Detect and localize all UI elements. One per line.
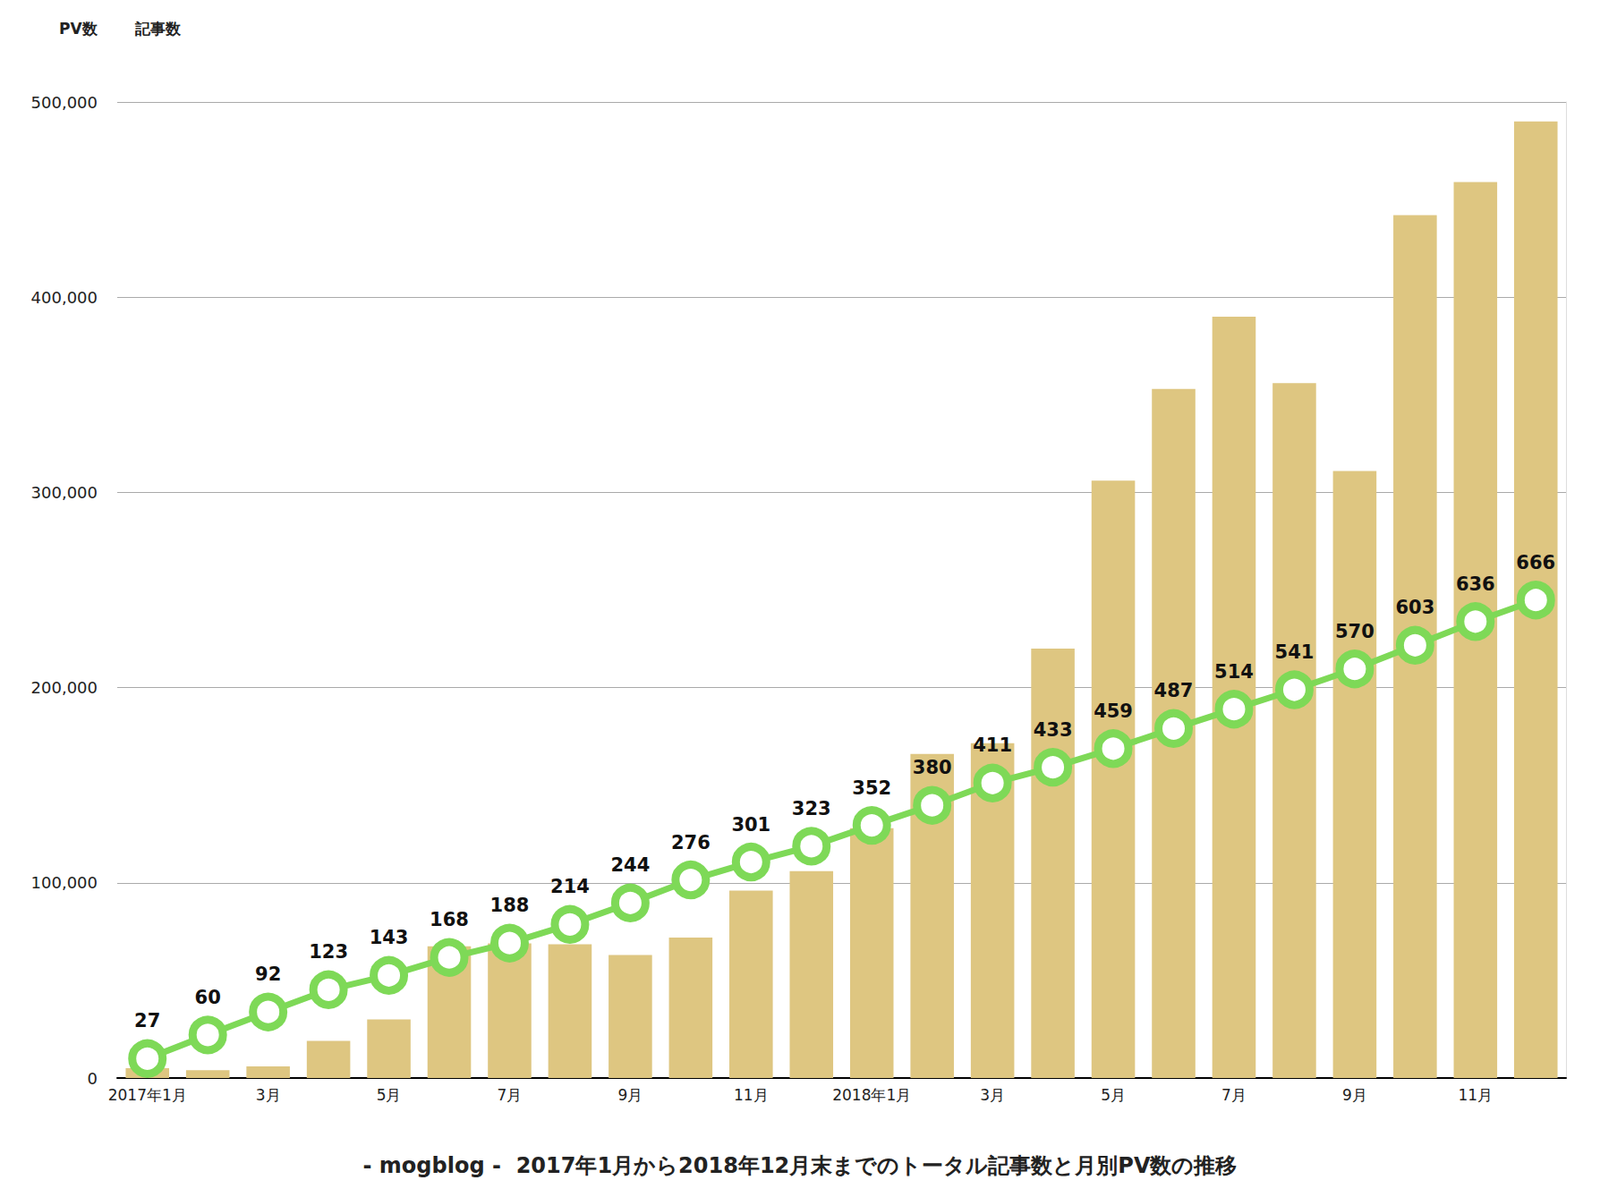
svg-text:3月: 3月: [979, 1086, 1005, 1105]
svg-text:7月: 7月: [1221, 1086, 1247, 1105]
svg-text:143: 143: [369, 927, 409, 949]
svg-text:5月: 5月: [376, 1086, 402, 1105]
svg-text:9月: 9月: [617, 1086, 643, 1105]
svg-text:433: 433: [1033, 719, 1073, 741]
svg-text:- mogblog - 2017年1月から2018年12月: - mogblog - 2017年1月から2018年12月末までのトータル記事数…: [363, 1153, 1238, 1179]
svg-text:188: 188: [490, 894, 530, 917]
svg-text:11月: 11月: [733, 1086, 769, 1105]
svg-text:487: 487: [1154, 680, 1194, 702]
svg-text:2018年1月: 2018年1月: [832, 1086, 911, 1105]
svg-text:168: 168: [429, 909, 469, 931]
svg-text:300,000: 300,000: [31, 483, 98, 503]
svg-text:27: 27: [134, 1010, 161, 1032]
svg-text:記事数: 記事数: [134, 19, 182, 38]
svg-text:200,000: 200,000: [31, 678, 98, 698]
svg-text:541: 541: [1275, 641, 1315, 664]
svg-text:301: 301: [731, 814, 771, 836]
svg-text:276: 276: [671, 832, 711, 854]
svg-text:PV数: PV数: [59, 19, 99, 38]
svg-text:9月: 9月: [1342, 1086, 1368, 1105]
svg-text:123: 123: [308, 941, 349, 963]
svg-text:666: 666: [1515, 552, 1556, 574]
svg-text:244: 244: [610, 854, 650, 877]
svg-text:7月: 7月: [497, 1086, 523, 1105]
svg-text:0: 0: [87, 1069, 98, 1089]
svg-text:400,000: 400,000: [31, 288, 98, 307]
svg-text:11月: 11月: [1457, 1086, 1493, 1105]
svg-text:3月: 3月: [255, 1086, 281, 1105]
svg-text:459: 459: [1093, 700, 1133, 723]
svg-text:5月: 5月: [1100, 1086, 1126, 1105]
svg-text:380: 380: [912, 757, 953, 779]
svg-text:352: 352: [851, 777, 892, 800]
svg-text:323: 323: [791, 798, 832, 820]
svg-text:2017年1月: 2017年1月: [108, 1086, 188, 1105]
svg-text:411: 411: [972, 734, 1013, 757]
svg-text:603: 603: [1395, 596, 1435, 619]
svg-text:636: 636: [1455, 573, 1496, 596]
svg-text:92: 92: [255, 963, 281, 986]
svg-text:214: 214: [550, 876, 590, 898]
svg-text:514: 514: [1214, 661, 1254, 683]
svg-text:570: 570: [1335, 621, 1375, 643]
svg-text:100,000: 100,000: [31, 873, 98, 893]
svg-text:60: 60: [195, 987, 222, 1009]
svg-text:500,000: 500,000: [31, 93, 98, 112]
